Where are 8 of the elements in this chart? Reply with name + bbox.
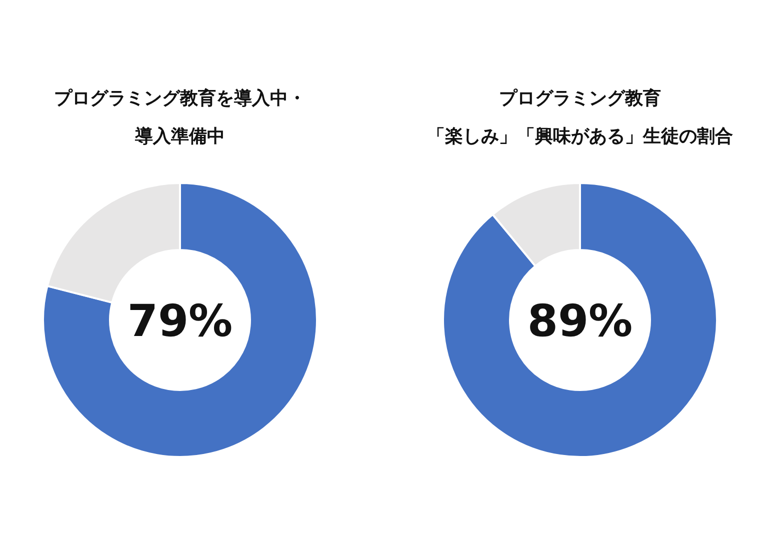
chart-title: プログラミング教育: [499, 87, 661, 109]
donut-slice: [42, 182, 318, 458]
chart-title: プログラミング教育を導入中・: [54, 87, 306, 109]
donut-slice: [442, 182, 718, 458]
text: 89%: [527, 296, 633, 347]
chart-subtitle: 「楽しみ」「興味がある」生徒の割合: [427, 126, 733, 147]
chart-subtitle: 導入準備中: [134, 126, 225, 147]
text: 79%: [127, 296, 233, 347]
